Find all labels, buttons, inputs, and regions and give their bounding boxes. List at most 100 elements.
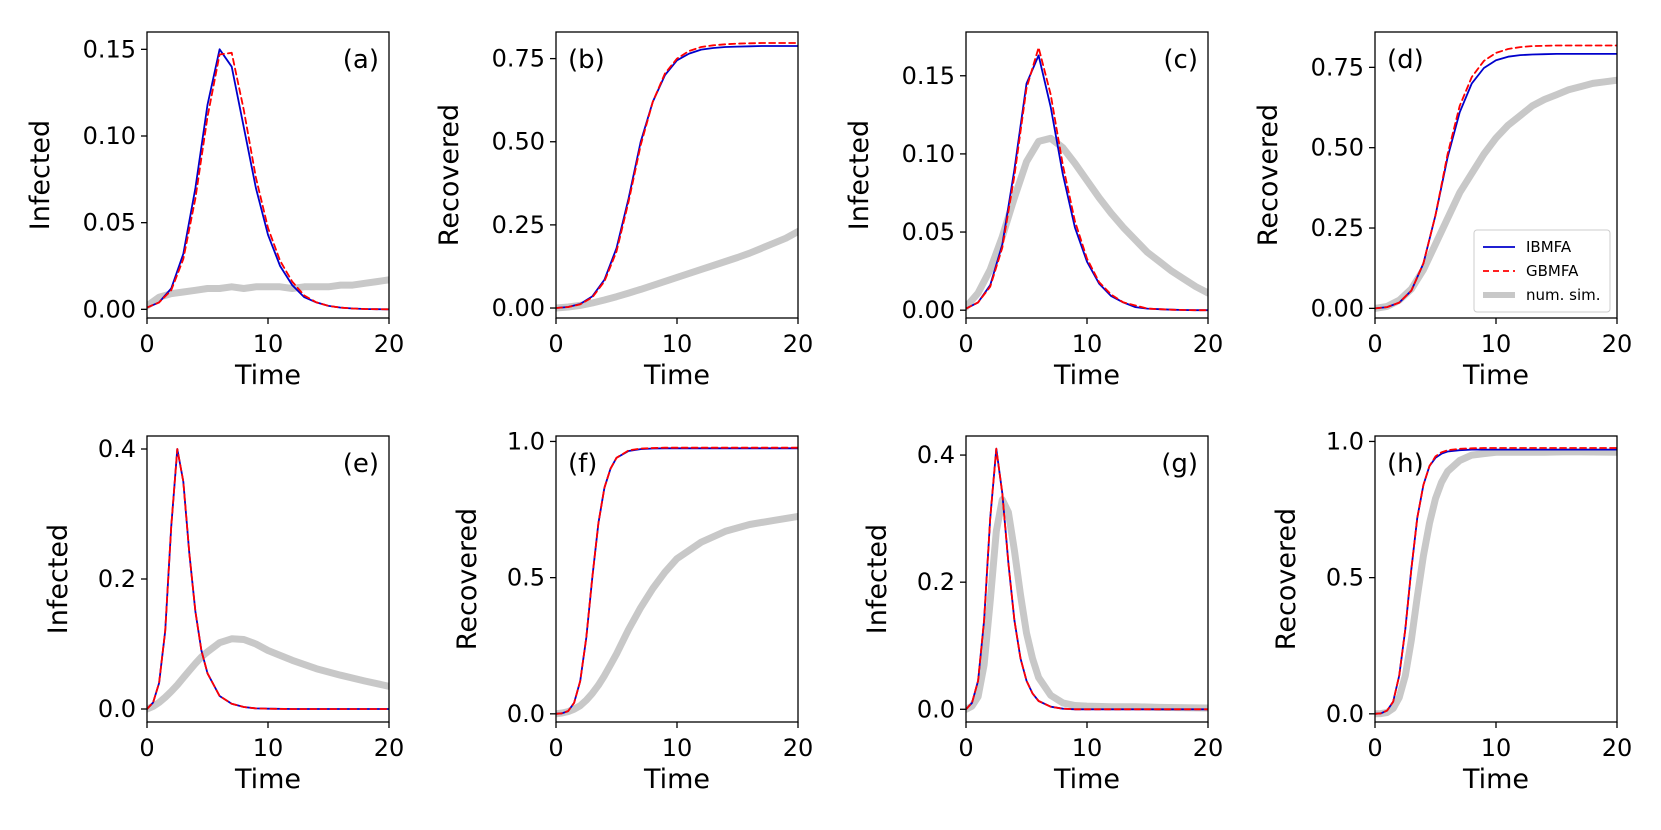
x-tick-label: 10 [253,734,284,762]
panel-f: 0 10 20 0.0 0.5 1.0 Time Recovered (f) [452,427,813,795]
x-tick-label: 20 [783,330,814,358]
x-tick-label: 0 [958,734,973,762]
series-line-ibmfa [1375,448,1617,715]
panel-label: (h) [1387,449,1424,479]
y-tick-label: 0.25 [1311,214,1364,242]
series-line-gbmfa [556,42,798,309]
x-axis-label: Time [234,360,301,391]
y-tick-label: 0.25 [492,211,545,239]
series-line-gbmfa [1375,44,1617,310]
panel-a: 0 10 20 0.00 0.05 0.10 0.15 Time Infected (a) [25,31,405,391]
y-tick-label: 0.5 [1326,564,1364,592]
y-tick-label: 0.0 [98,695,136,723]
y-axis-label: Recovered [452,508,483,650]
panel-d: 0 10 20 0.00 0.25 0.50 0.75 Time Recovered (d) IBM… [1253,31,1633,391]
panel-c: 0 10 20 0.00 0.05 0.10 0.15 Time Infected (c) [844,31,1224,391]
panel-label: (c) [1163,45,1198,75]
panel-b: 0 10 20 0.00 0.25 0.50 0.75 Time Recovered (b) [434,31,814,391]
series-line-gbmfa [147,51,389,311]
x-tick-label: 20 [783,734,814,762]
x-axis-label: Time [643,764,710,795]
legend: IBMFA GBMFA num. sim. [1473,229,1611,313]
y-tick-label: 0.4 [917,441,955,469]
x-axis-label: Time [643,360,710,391]
series-line-gbmfa [966,447,1208,711]
x-tick-label: 10 [662,330,693,358]
series-line-num-sim [147,276,389,310]
x-tick-label: 20 [1602,330,1633,358]
x-tick-label: 20 [374,330,405,358]
panel-h: 0 10 20 0.0 0.5 1.0 Time Recovered (h) [1271,427,1632,795]
y-axis-label: Recovered [1271,508,1302,650]
x-tick-label: 10 [1481,734,1512,762]
panel-label: (g) [1161,449,1198,479]
y-tick-label: 0.4 [98,435,136,463]
y-tick-label: 0.10 [83,122,136,150]
y-tick-label: 0.10 [902,140,955,168]
panel-label: (b) [568,45,605,75]
y-tick-label: 0.15 [902,62,955,90]
y-tick-label: 1.0 [507,427,545,455]
series-line-num-sim [147,635,389,713]
y-tick-label: 0.00 [492,294,545,322]
panel-label: (e) [343,449,379,479]
panel-label: (d) [1387,45,1424,75]
x-tick-label: 0 [1367,330,1382,358]
x-tick-label: 0 [139,330,154,358]
y-tick-label: 0.0 [1326,700,1364,728]
x-tick-label: 0 [548,330,563,358]
series-line-gbmfa [966,46,1208,312]
y-tick-label: 0.05 [902,218,955,246]
series-line-num-sim [966,496,1208,713]
y-tick-label: 0.2 [98,565,136,593]
x-tick-label: 0 [958,330,973,358]
y-tick-label: 0.0 [917,695,955,723]
panel-g: 0 10 20 0.0 0.2 0.4 Time Infected (g) [862,435,1224,795]
x-axis-label: Time [1053,360,1120,391]
y-tick-label: 1.0 [1326,427,1364,455]
series-line-gbmfa [1375,447,1617,715]
x-tick-label: 0 [1367,734,1382,762]
x-axis-label: Time [1462,764,1529,795]
x-tick-label: 10 [662,734,693,762]
legend-label: GBMFA [1526,262,1579,280]
series-line-num-sim [556,512,798,718]
x-axis-label: Time [1053,764,1120,795]
x-tick-label: 20 [374,734,405,762]
legend-label: IBMFA [1526,238,1572,256]
x-tick-label: 20 [1193,734,1224,762]
legend-box [1473,229,1611,313]
x-axis-label: Time [1462,360,1529,391]
panel-e: 0 10 20 0.0 0.2 0.4 Time Infected (e) [43,435,404,795]
series-line-gbmfa [147,448,389,710]
y-axis-label: Recovered [434,104,465,246]
legend-label: num. sim. [1526,286,1601,304]
y-tick-label: 0.05 [83,209,136,237]
series-line-num-sim [1375,448,1617,718]
y-axis-label: Infected [25,120,56,230]
x-tick-label: 10 [1072,330,1103,358]
panel-label: (f) [568,449,597,479]
series-line-gbmfa [556,446,798,715]
x-axis-label: Time [234,764,301,795]
y-axis-label: Infected [43,524,74,634]
y-tick-label: 0.00 [902,296,955,324]
y-tick-label: 0.50 [1311,134,1364,162]
x-tick-label: 20 [1193,330,1224,358]
x-tick-label: 10 [1072,734,1103,762]
y-tick-label: 0.15 [83,35,136,63]
series-line-num-sim [556,228,798,312]
y-tick-label: 0.00 [83,295,136,323]
y-axis-label: Infected [844,120,875,230]
x-tick-label: 10 [1481,330,1512,358]
y-axis-label: Infected [862,524,893,634]
x-tick-label: 10 [253,330,284,358]
series-line-ibmfa [147,48,389,311]
x-tick-label: 0 [548,734,563,762]
y-tick-label: 0.50 [492,128,545,156]
x-tick-label: 20 [1602,734,1633,762]
y-tick-label: 0.0 [507,700,545,728]
y-tick-label: 0.75 [1311,53,1364,81]
y-axis-label: Recovered [1253,104,1284,246]
